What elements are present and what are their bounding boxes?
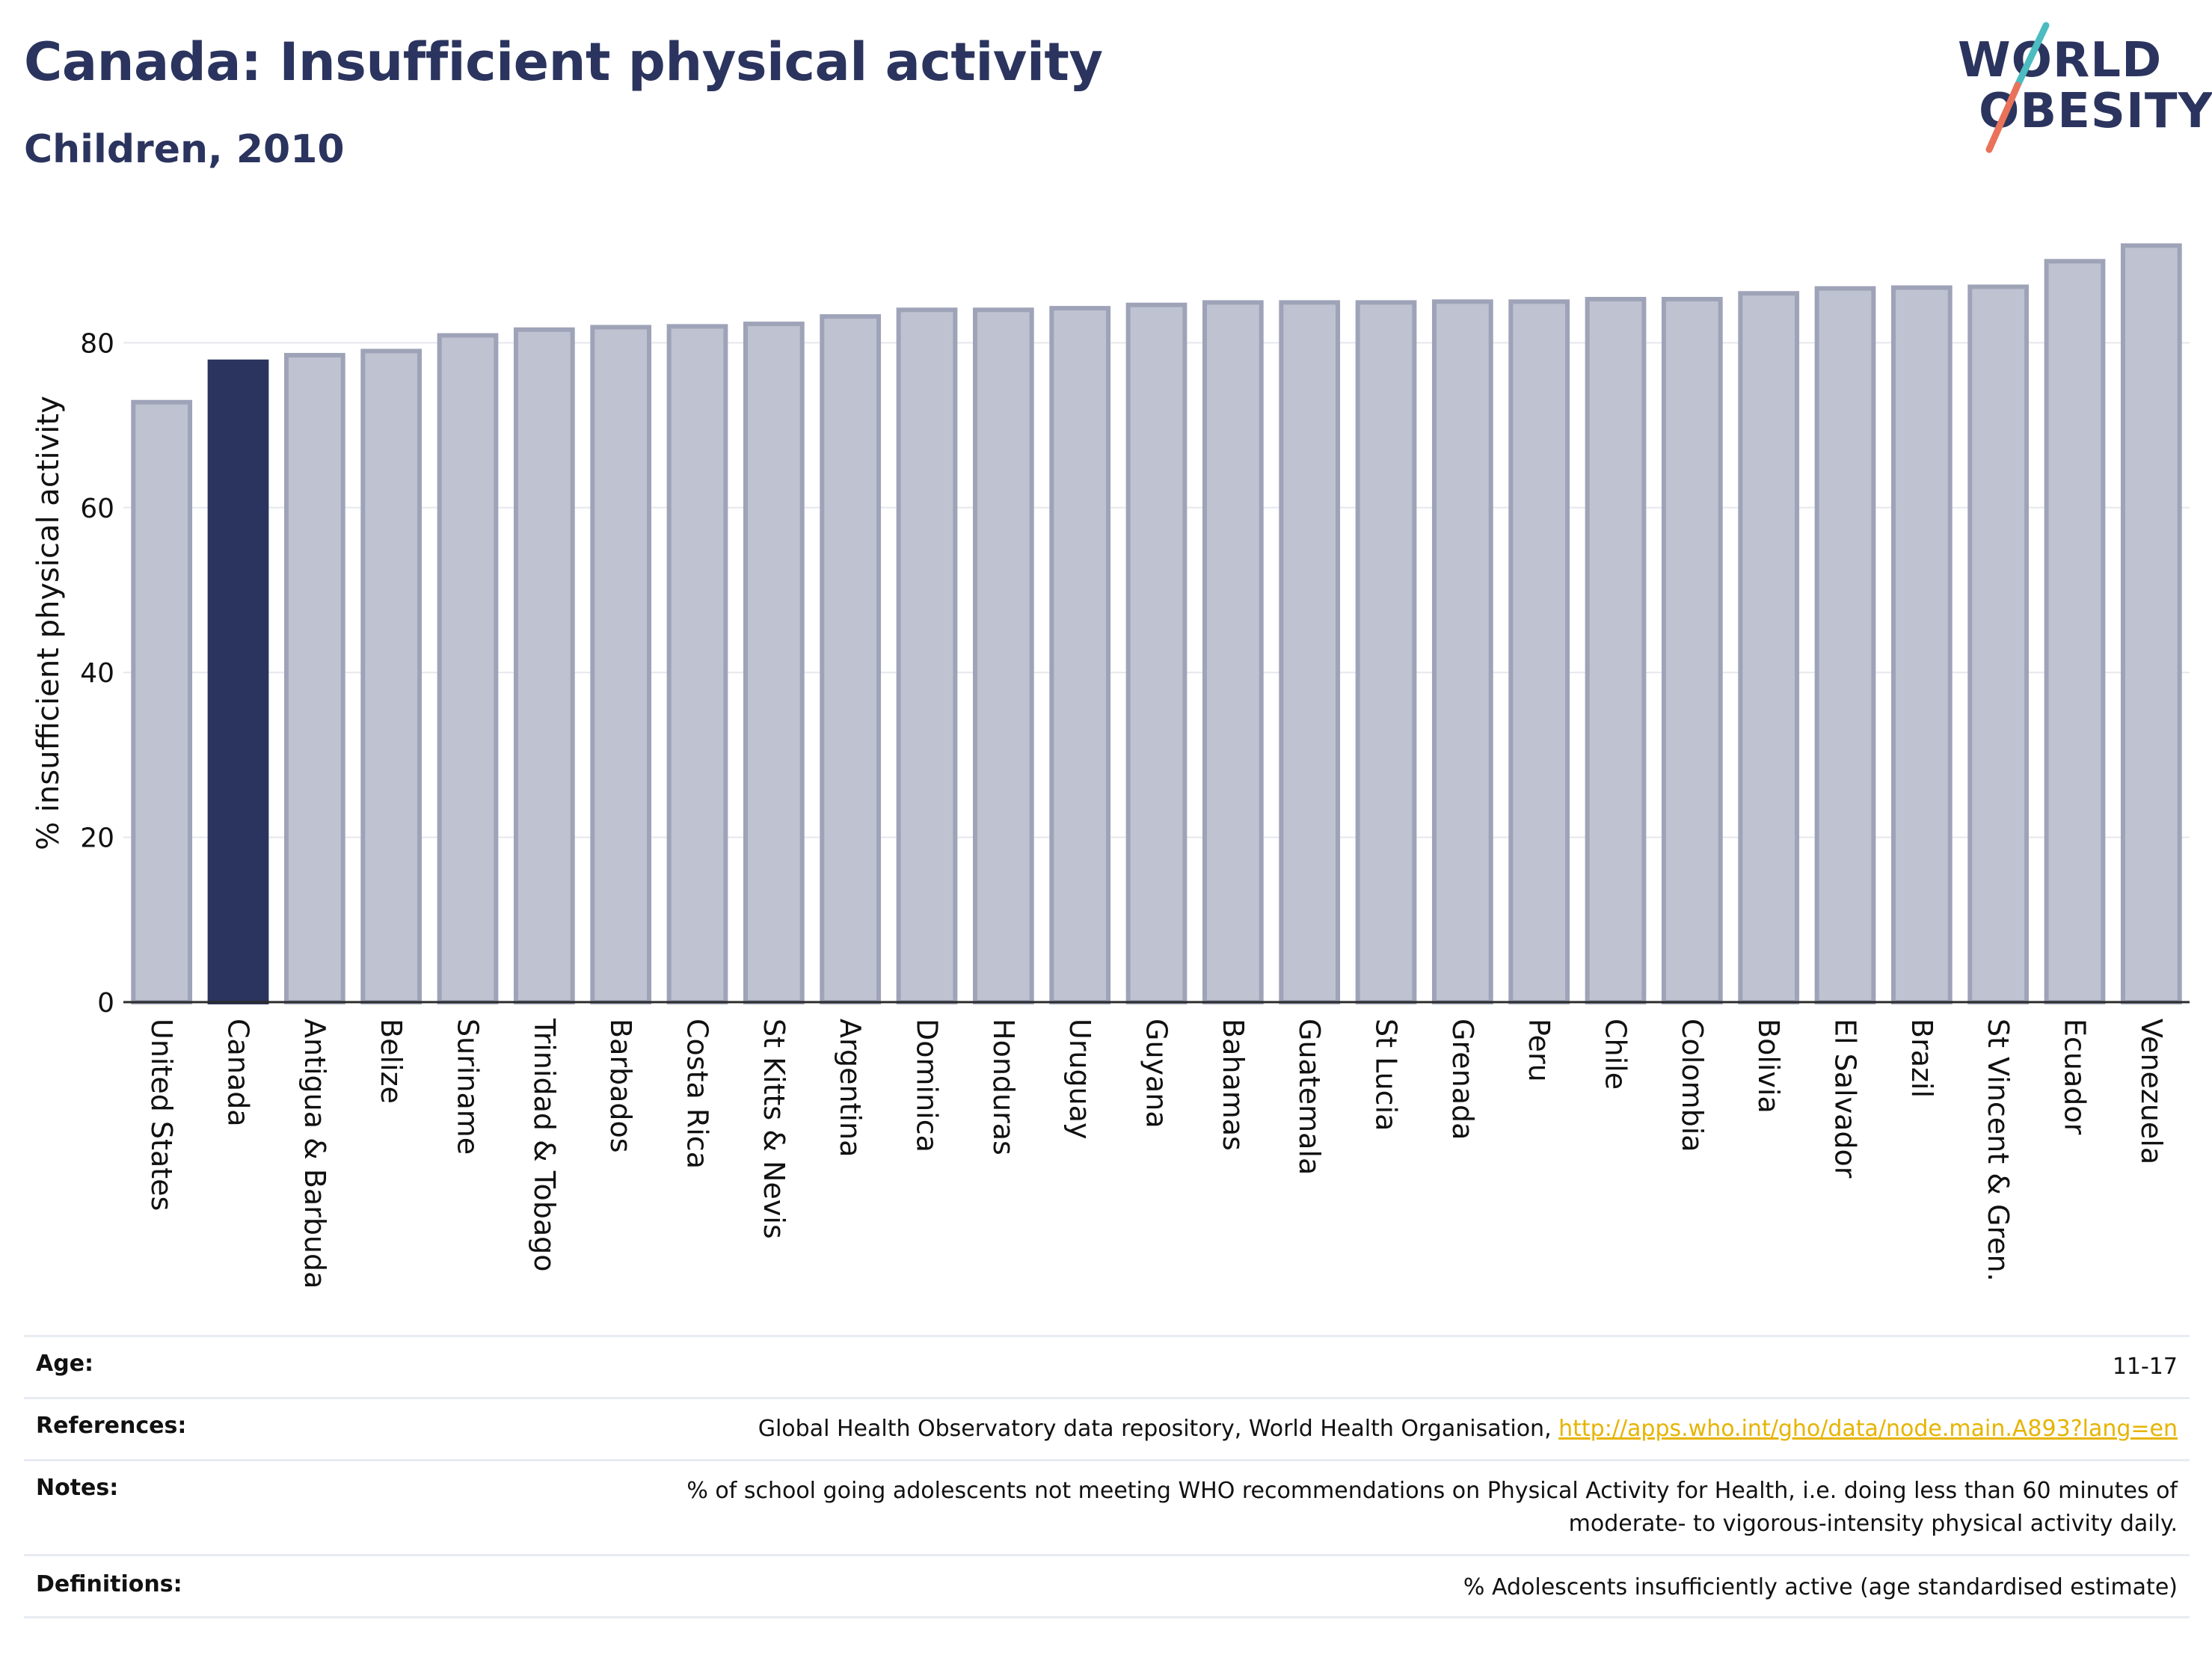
x-tick-label: Guyana (1140, 1019, 1173, 1129)
bar-colombia (1661, 296, 1723, 1004)
x-tick-label: Argentina (834, 1019, 867, 1157)
world-obesity-logo: WORLD OBESITY (1952, 21, 2212, 163)
y-axis-ticks: 0 20 40 60 80 (80, 328, 114, 1019)
definitions-label: Definitions: (36, 1571, 182, 1597)
bar-belize (360, 348, 423, 1005)
references-text: Global Health Observatory data repositor… (758, 1416, 1559, 1442)
bar-costa-rica (666, 324, 728, 1005)
y-tick-label: 60 (80, 494, 114, 524)
info-row-age: Age: 11-17 (24, 1335, 2190, 1397)
y-tick-label: 80 (80, 328, 114, 359)
bar-united-states (131, 399, 193, 1004)
x-tick-label: Bahamas (1217, 1019, 1250, 1151)
bar-st-lucia (1355, 300, 1417, 1005)
x-tick-label: Brazil (1905, 1019, 1938, 1098)
definitions-value: % Adolescents insufficiently active (age… (1463, 1574, 2178, 1600)
x-tick-label: St Vincent & Gren. (1982, 1019, 2015, 1282)
bar-bolivia (1738, 291, 1800, 1004)
references-label: References: (36, 1413, 187, 1439)
x-tick-label: Guatemala (1293, 1019, 1326, 1175)
x-tick-label: St Kitts & Nevis (758, 1019, 790, 1239)
bar-ecuador (2044, 259, 2106, 1004)
bar-peru (1508, 299, 1570, 1005)
x-tick-label: Colombia (1676, 1019, 1709, 1152)
x-tick-label: Costa Rica (681, 1019, 714, 1169)
info-table: Age: 11-17 References: Global Health Obs… (24, 1335, 2190, 1618)
bar-honduras (972, 307, 1034, 1004)
y-axis-label: % insufficient physical activity (31, 396, 66, 850)
bars (131, 243, 2182, 1005)
x-tick-label: St Lucia (1370, 1019, 1403, 1131)
y-tick-label: 40 (80, 658, 114, 689)
x-tick-label: Antigua & Barbuda (298, 1019, 331, 1289)
bar-trinidad-tobago (513, 327, 575, 1004)
logo-slash-icon (1985, 22, 2050, 153)
bar-argentina (820, 314, 882, 1005)
logo-text-world: WORLD (1958, 33, 2163, 88)
x-tick-label: Barbados (604, 1019, 637, 1153)
references-link[interactable]: http://apps.who.int/gho/data/node.main.A… (1558, 1416, 2178, 1442)
x-tick-label: Bolivia (1752, 1019, 1785, 1114)
x-tick-label: Suriname (452, 1019, 485, 1155)
x-tick-label: El Salvador (1829, 1019, 1862, 1179)
bar-guyana (1125, 302, 1188, 1004)
bar-grenada (1431, 299, 1493, 1005)
notes-line-2: moderate- to vigorous-intensity physical… (1568, 1511, 2178, 1537)
y-tick-label: 20 (80, 823, 114, 854)
x-tick-label: Grenada (1446, 1019, 1479, 1140)
bar-chile (1585, 296, 1647, 1004)
notes-label: Notes: (36, 1475, 119, 1501)
bar-barbados (590, 325, 652, 1005)
x-tick-label: Chile (1600, 1019, 1632, 1090)
x-tick-label: Uruguay (1063, 1019, 1096, 1140)
age-label: Age: (36, 1351, 94, 1377)
x-tick-label: Peru (1523, 1019, 1555, 1082)
bar-canada (207, 359, 269, 1005)
x-tick-label: Dominica (911, 1019, 944, 1152)
x-tick-label: United States (145, 1019, 178, 1211)
x-tick-label: Trinidad & Tobago (528, 1018, 561, 1272)
notes-line-1: % of school going adolescents not meetin… (686, 1478, 2178, 1504)
age-value: 11-17 (2112, 1354, 2178, 1380)
bar-bahamas (1202, 300, 1264, 1005)
y-tick-label: 0 (97, 988, 114, 1019)
x-tick-label: Venezuela (2135, 1019, 2168, 1164)
chart-subtitle: Children, 2010 (24, 127, 345, 172)
bar-st-vincent-gren- (1967, 284, 2030, 1005)
bar-st-kitts-nevis (743, 322, 805, 1004)
x-tick-label: Belize (375, 1019, 408, 1104)
bar-uruguay (1049, 306, 1111, 1004)
x-axis-ticks: United States Canada Antigua & Barbuda Beli… (145, 1018, 2168, 1289)
bar-el-salvador (1814, 286, 1876, 1004)
x-tick-label: Canada (222, 1019, 255, 1127)
info-row-definitions: Definitions: % Adolescents insufficientl… (24, 1554, 2190, 1618)
bar-guatemala (1279, 300, 1341, 1005)
bar-suriname (437, 333, 499, 1004)
chart-title: Canada: Insufficient physical activity (24, 31, 1103, 93)
x-tick-label: Ecuador (2059, 1019, 2092, 1135)
bar-brazil (1890, 285, 1953, 1005)
bar-dominica (896, 307, 958, 1004)
x-tick-label: Honduras (987, 1019, 1020, 1155)
bar-venezuela (2120, 243, 2182, 1004)
bar-antigua-barbuda (283, 352, 345, 1004)
info-row-references: References: Global Health Observatory da… (24, 1397, 2190, 1459)
bar-chart: 0 20 40 60 80 United States Canada Antigua & B… (31, 243, 2190, 1289)
info-row-notes: Notes: % of school going adolescents not… (24, 1459, 2190, 1554)
